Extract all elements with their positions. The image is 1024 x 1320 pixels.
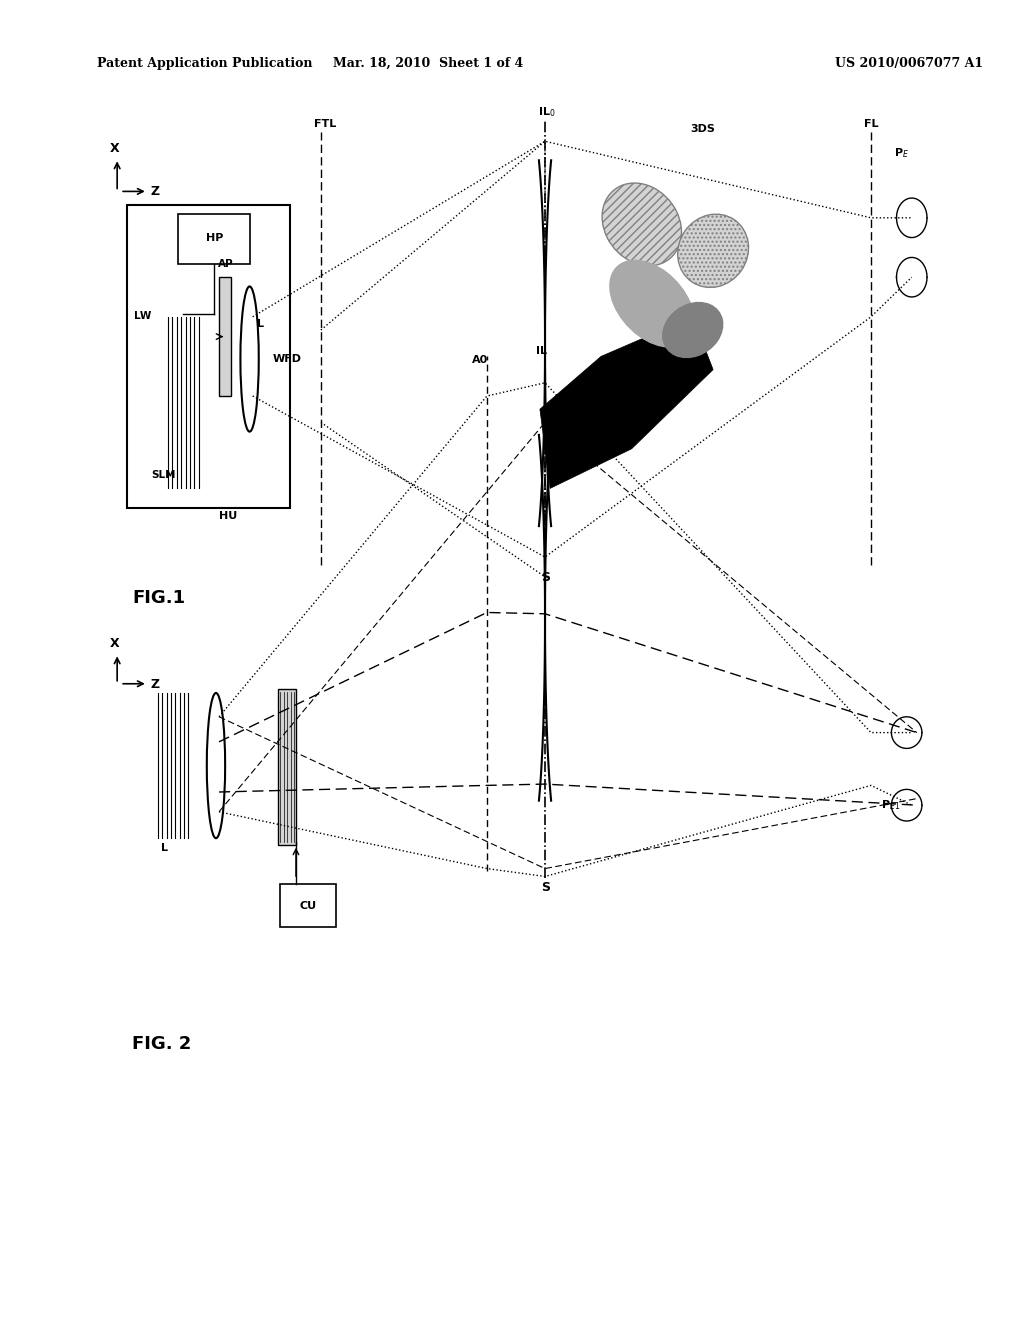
Text: HU: HU <box>219 511 238 521</box>
Text: FTL: FTL <box>313 119 336 129</box>
Text: SLM: SLM <box>151 470 175 480</box>
Text: A0: A0 <box>472 355 487 366</box>
Text: X: X <box>110 636 120 649</box>
Text: FL: FL <box>864 119 879 129</box>
Polygon shape <box>279 689 297 845</box>
Text: HP: HP <box>206 234 223 243</box>
Bar <box>127 205 291 508</box>
Text: FIG.1: FIG.1 <box>132 589 185 607</box>
Text: L: L <box>161 843 168 854</box>
Text: Z: Z <box>151 185 160 198</box>
Ellipse shape <box>678 214 749 288</box>
Text: P$_E$: P$_E$ <box>894 145 909 160</box>
Ellipse shape <box>241 286 259 432</box>
Text: Patent Application Publication: Patent Application Publication <box>97 57 312 70</box>
Polygon shape <box>540 317 713 488</box>
Bar <box>219 277 231 396</box>
Text: L: L <box>257 319 264 330</box>
Bar <box>281 884 336 927</box>
Text: P$_{E1}$: P$_{E1}$ <box>882 797 901 812</box>
Text: S: S <box>541 880 550 894</box>
Text: CU: CU <box>300 900 316 911</box>
Text: IL$_0$: IL$_0$ <box>538 104 556 119</box>
Ellipse shape <box>207 693 225 838</box>
Text: IL: IL <box>536 346 547 356</box>
Ellipse shape <box>610 260 694 347</box>
Text: WFD: WFD <box>273 354 302 364</box>
Ellipse shape <box>602 183 682 265</box>
Text: FIG. 2: FIG. 2 <box>132 1035 191 1053</box>
Text: AP: AP <box>218 259 233 269</box>
Text: X: X <box>110 141 120 154</box>
Text: S: S <box>541 570 550 583</box>
Text: Mar. 18, 2010  Sheet 1 of 4: Mar. 18, 2010 Sheet 1 of 4 <box>333 57 523 70</box>
Text: Z: Z <box>151 677 160 690</box>
Ellipse shape <box>663 302 723 358</box>
Text: 3DS: 3DS <box>691 124 716 135</box>
Bar <box>178 214 250 264</box>
Text: US 2010/0067077 A1: US 2010/0067077 A1 <box>836 57 983 70</box>
Text: LW: LW <box>134 312 152 322</box>
